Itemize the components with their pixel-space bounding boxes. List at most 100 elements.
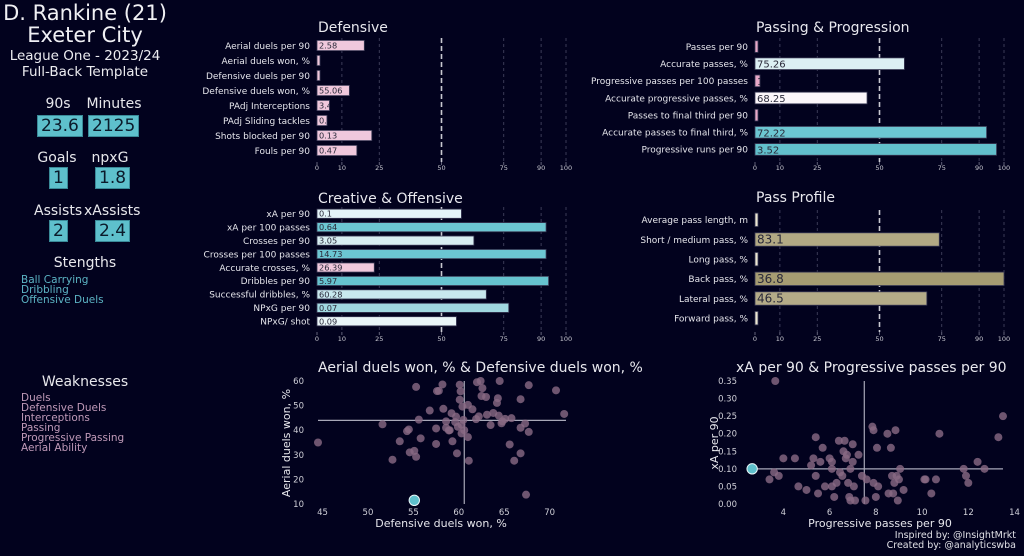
pass-profile-title: Pass Profile xyxy=(756,190,835,206)
pass-profile-tick-label: 75 xyxy=(938,335,946,343)
pass-profile-category-label: Lateral pass, % xyxy=(679,295,748,305)
xa-progressive-scatter-xtick-label: 12 xyxy=(963,508,974,518)
pass-profile-tick-label: 10 xyxy=(776,335,784,343)
pass-profile-category-label: Back pass, % xyxy=(688,275,748,285)
xa-progressive-scatter-point xyxy=(818,443,827,452)
creative-offensive-tick-label: 50 xyxy=(437,335,445,343)
duels-scatter-ytick-label: 20 xyxy=(293,475,304,485)
xa-progressive-scatter-point xyxy=(935,429,944,438)
xa-progressive-scatter-ytick-label: 0.15 xyxy=(718,447,737,457)
xa-progressive-scatter-point xyxy=(851,496,860,505)
passing-progression-bar xyxy=(754,126,987,139)
stat-90s-value: 23.6 xyxy=(37,115,83,137)
xa-progressive-scatter-point xyxy=(973,457,982,466)
passing-progression-bar xyxy=(754,91,868,105)
xa-progressive-scatter-point xyxy=(848,457,857,466)
duels-scatter-xtick-label: 50 xyxy=(363,508,374,518)
team-name: Exeter City xyxy=(27,23,143,47)
creative-offensive-value-label: 0.1 xyxy=(319,209,332,219)
xa-progressive-scatter-ytick-label: 0.35 xyxy=(718,377,737,387)
defensive-category-label: PAdj Interceptions xyxy=(229,102,310,112)
duels-scatter-point xyxy=(455,395,464,404)
stat-goals-value: 1 xyxy=(49,167,68,189)
defensive-bar xyxy=(316,100,330,112)
weakness-item: Duels xyxy=(21,392,51,404)
xa-progressive-scatter-point xyxy=(959,464,968,473)
creative-offensive-category-label: NPxG per 90 xyxy=(253,304,310,314)
duels-scatter-point xyxy=(463,433,472,442)
xa-progressive-scatter-point xyxy=(862,475,871,484)
creative-offensive-value-label: 60.28 xyxy=(319,289,342,299)
xa-progressive-scatter-point xyxy=(931,475,940,484)
xa-progressive-scatter-point xyxy=(980,464,989,473)
pass-profile-category-label: Forward pass, % xyxy=(674,314,748,324)
passing-progression-bar xyxy=(754,74,761,88)
xa-progressive-scatter-point xyxy=(994,433,1003,442)
creative-offensive-category-label: xA per 90 xyxy=(266,210,310,220)
defensive-category-label: Shots blocked per 90 xyxy=(215,132,310,142)
creative-offensive-category-label: Crosses per 100 passes xyxy=(204,250,311,260)
xa-progressive-scatter-point xyxy=(816,457,825,466)
defensive-bar xyxy=(316,85,350,97)
creative-offensive-bar xyxy=(316,249,547,260)
creative-offensive-bar xyxy=(316,208,462,219)
duels-scatter-point xyxy=(468,405,477,414)
duels-scatter-ytick-label: 10 xyxy=(293,500,304,510)
duels-scatter-point xyxy=(388,455,397,464)
xa-progressive-scatter-point xyxy=(886,443,895,452)
duels-scatter-point xyxy=(482,392,491,401)
duels-scatter-xlabel: Defensive duels won, % xyxy=(375,517,507,530)
passing-progression-bar xyxy=(754,57,905,70)
pass-profile-bar xyxy=(754,311,759,326)
duels-scatter-xtick-label: 70 xyxy=(544,508,555,518)
credits: Inspired by: @InsightMrkt Created by: @a… xyxy=(887,531,1016,551)
weakness-item: Progressive Passing xyxy=(21,432,125,444)
xa-progressive-scatter-point xyxy=(889,489,898,498)
xa-progressive-scatter-xtick-label: 8 xyxy=(873,508,878,518)
weakness-item: Defensive Duels xyxy=(21,402,107,414)
passing-progression-bar xyxy=(754,108,759,122)
duels-scatter-point xyxy=(452,449,461,458)
pass-profile-bar xyxy=(754,212,759,227)
creative-offensive-bar xyxy=(316,275,549,286)
weakness-item: Passing xyxy=(21,422,61,434)
stat-npxg-value: 1.8 xyxy=(95,167,131,189)
defensive-tick-label: 50 xyxy=(437,164,445,172)
duels-scatter-point xyxy=(521,419,530,428)
xa-progressive-scatter-point xyxy=(814,489,823,498)
defensive-value-label: 0. xyxy=(319,116,327,126)
creative-offensive-value-label: 0.07 xyxy=(319,303,337,313)
duels-scatter-point xyxy=(414,415,423,424)
creative-offensive-category-label: Successful dribbles, % xyxy=(209,291,310,301)
passing-progression-tick-label: 25 xyxy=(813,164,821,172)
xa-progressive-scatter-point xyxy=(921,475,930,484)
xa-progressive-scatter-point xyxy=(894,475,903,484)
xa-progressive-scatter-point xyxy=(869,426,878,435)
duels-scatter-point xyxy=(560,409,569,418)
creative-offensive-tick-label: 100 xyxy=(560,335,572,343)
duels-scatter-point xyxy=(493,394,502,403)
creative-offensive-value-label: 3.05 xyxy=(319,236,337,246)
defensive-value-label: 55.06 xyxy=(319,86,342,96)
pass-profile-bar xyxy=(754,271,1005,286)
xa-progressive-scatter-point xyxy=(896,464,905,473)
strength-item: Offensive Duels xyxy=(21,294,104,306)
passing-progression-tick-label: 75 xyxy=(938,164,946,172)
stat-assists-label: Assists xyxy=(34,203,83,219)
defensive-category-label: PAdj Sliding tackles xyxy=(223,117,310,127)
stat-minutes-label: Minutes xyxy=(86,96,142,112)
defensive-value-label: 2.58 xyxy=(319,41,337,51)
passing-progression-tick-label: 10 xyxy=(776,164,784,172)
xa-progressive-scatter-point xyxy=(854,450,863,459)
defensive-bar xyxy=(316,129,373,141)
xa-progressive-scatter-point xyxy=(794,482,803,491)
duels-scatter-point xyxy=(432,439,441,448)
xa-progressive-scatter-point xyxy=(962,471,971,480)
duels-scatter-point xyxy=(455,380,464,389)
xa-progressive-scatter-xtick-label: 6 xyxy=(827,508,832,518)
xa-progressive-scatter-point xyxy=(827,464,836,473)
xa-progressive-scatter-point xyxy=(838,471,847,480)
duels-scatter-point xyxy=(412,452,421,461)
duels-scatter-point xyxy=(505,440,514,449)
stat-goals-label: Goals xyxy=(37,150,77,166)
